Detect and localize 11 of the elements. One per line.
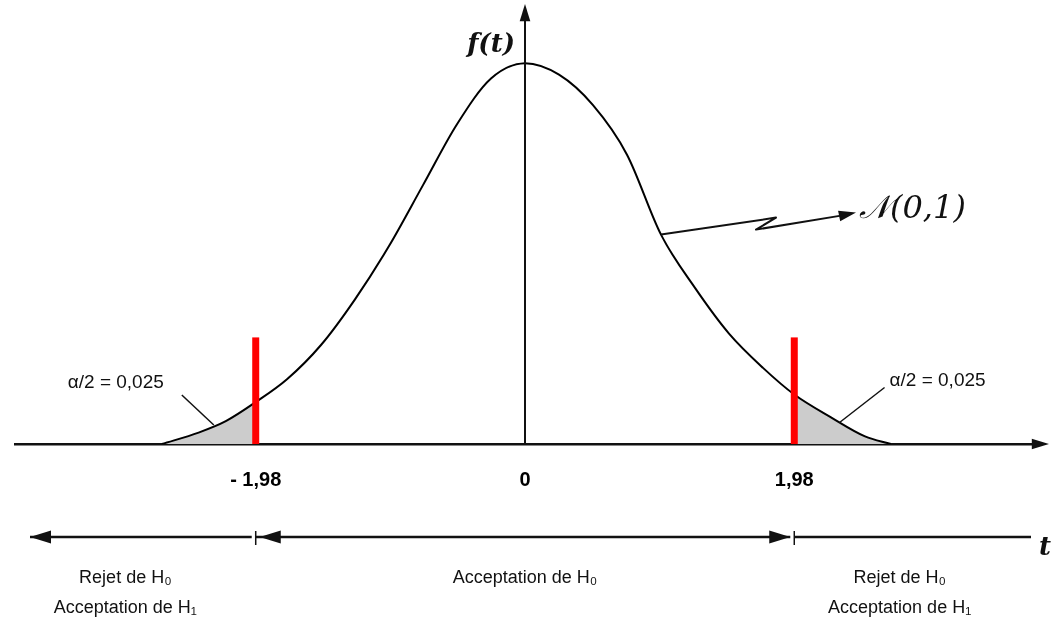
text: α/2 = 0,025 <box>889 368 986 390</box>
text: Acceptation de H₀ <box>452 566 598 587</box>
x-tick-label: - 1,98 <box>230 467 282 490</box>
x-tick-label: 1,98 <box>774 467 814 490</box>
x-axis-title: t <box>1038 530 1052 561</box>
text: Rejet de H₀ Acceptation de H₁ <box>53 566 197 617</box>
text: α/2 = 0,025 <box>67 371 164 393</box>
y-axis-title: f(t) <box>465 27 515 58</box>
text: Rejet de H₀ Acceptation de H₁ <box>828 566 972 617</box>
annotation: 𝒩(0,1) <box>859 187 966 226</box>
x-tick-label: 0 <box>519 467 531 490</box>
